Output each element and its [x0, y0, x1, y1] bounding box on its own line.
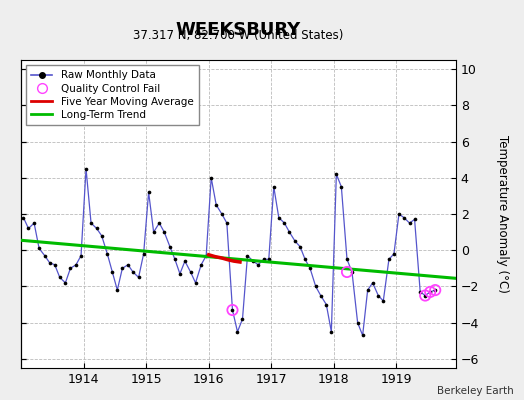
Point	[56, 274, 64, 281]
Point	[296, 244, 304, 250]
Point	[160, 229, 168, 235]
Point	[368, 280, 377, 286]
Point	[354, 320, 362, 326]
Title: WEEKSBURY: WEEKSBURY	[176, 21, 301, 39]
Point	[243, 252, 252, 259]
Point	[327, 328, 335, 335]
Point	[118, 265, 126, 272]
Point	[113, 287, 122, 293]
Point	[306, 265, 314, 272]
Text: Berkeley Earth: Berkeley Earth	[437, 386, 514, 396]
Point	[228, 307, 237, 313]
Point	[385, 256, 393, 262]
Point	[431, 287, 440, 293]
Point	[337, 184, 345, 190]
Point	[82, 166, 90, 172]
Y-axis label: Temperature Anomaly (°C): Temperature Anomaly (°C)	[496, 135, 509, 293]
Point	[316, 292, 325, 299]
Text: 37.317 N, 82.700 W (United States): 37.317 N, 82.700 W (United States)	[133, 28, 344, 42]
Point	[103, 251, 112, 257]
Point	[254, 262, 263, 268]
Point	[135, 274, 143, 281]
Point	[19, 214, 28, 221]
Point	[149, 229, 158, 235]
Point	[46, 260, 54, 266]
Point	[171, 256, 179, 262]
Point	[421, 292, 429, 299]
Point	[426, 289, 434, 295]
Point	[145, 189, 153, 196]
Point	[66, 265, 74, 272]
Point	[77, 252, 85, 259]
Point	[61, 280, 70, 286]
Point	[374, 292, 383, 299]
Point	[364, 287, 372, 293]
Legend: Raw Monthly Data, Quality Control Fail, Five Year Moving Average, Long-Term Tren: Raw Monthly Data, Quality Control Fail, …	[26, 65, 199, 125]
Point	[332, 171, 341, 177]
Point	[166, 244, 174, 250]
Point	[87, 220, 95, 226]
Point	[311, 283, 320, 290]
Point	[40, 252, 49, 259]
Point	[269, 184, 278, 190]
Point	[108, 269, 116, 275]
Point	[197, 262, 205, 268]
Point	[358, 332, 367, 338]
Point	[291, 238, 299, 244]
Point	[343, 269, 351, 275]
Point	[35, 245, 43, 252]
Point	[238, 316, 247, 322]
Point	[426, 289, 434, 295]
Point	[30, 220, 38, 226]
Point	[416, 289, 424, 295]
Point	[390, 251, 398, 257]
Point	[139, 251, 148, 257]
Point	[217, 211, 226, 217]
Point	[343, 256, 351, 262]
Point	[24, 225, 32, 232]
Point	[280, 220, 289, 226]
Point	[191, 280, 200, 286]
Point	[259, 256, 268, 262]
Point	[275, 214, 283, 221]
Point	[50, 262, 59, 268]
Point	[124, 262, 132, 268]
Point	[285, 229, 293, 235]
Point	[265, 256, 273, 262]
Point	[207, 174, 215, 181]
Point	[202, 252, 210, 259]
Point	[181, 258, 189, 264]
Point	[395, 211, 403, 217]
Point	[223, 220, 231, 226]
Point	[176, 270, 184, 277]
Point	[421, 292, 429, 299]
Point	[155, 220, 163, 226]
Point	[129, 269, 137, 275]
Point	[410, 216, 419, 223]
Point	[322, 301, 331, 308]
Point	[187, 269, 195, 275]
Point	[431, 287, 440, 293]
Point	[228, 307, 237, 313]
Point	[97, 232, 106, 239]
Point	[233, 328, 242, 335]
Point	[348, 269, 356, 275]
Point	[301, 256, 309, 262]
Point	[72, 262, 80, 268]
Point	[379, 298, 387, 304]
Point	[93, 225, 101, 232]
Point	[406, 220, 414, 226]
Point	[400, 214, 408, 221]
Point	[212, 202, 221, 208]
Point	[249, 258, 257, 264]
